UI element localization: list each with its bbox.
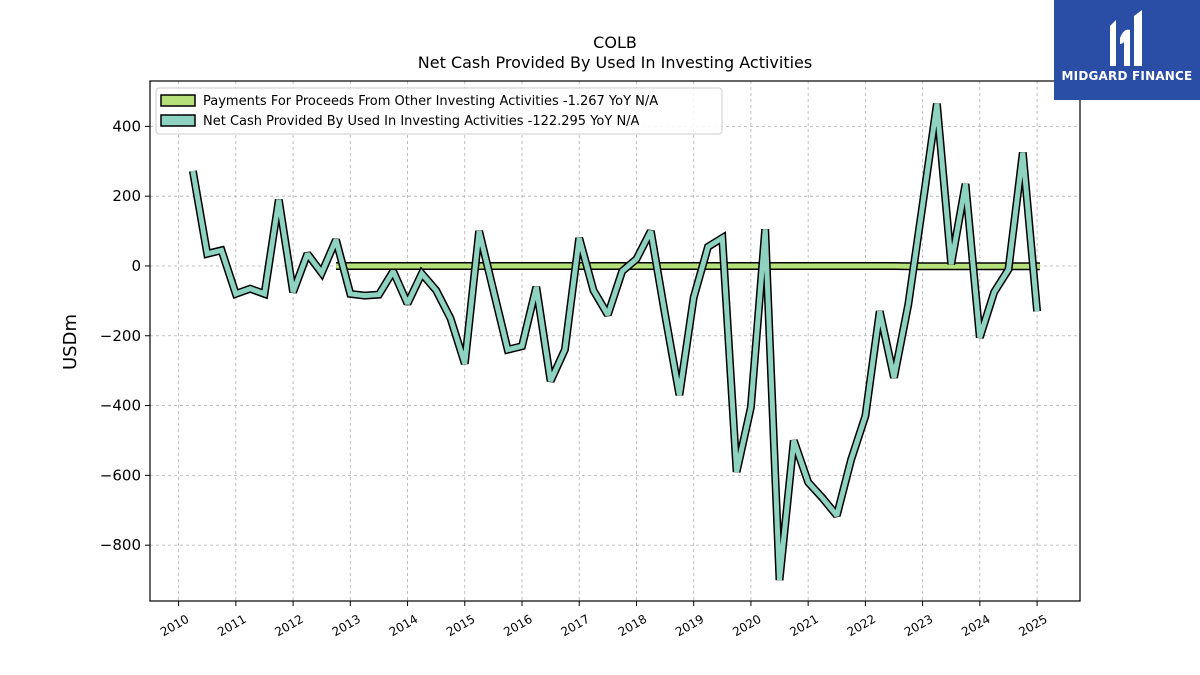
y-tick-label: −200 <box>100 327 141 345</box>
legend-label-payments: Payments For Proceeds From Other Investi… <box>203 94 658 109</box>
y-axis: 400 200 0 −200 −400 −600 −800 <box>100 117 150 554</box>
y-tick-label: 400 <box>112 117 141 135</box>
legend-swatch-net-cash <box>160 114 196 127</box>
brand-logo: MIDGARD FINANCE <box>1054 0 1200 100</box>
y-tick-label: −600 <box>100 466 141 484</box>
legend: Payments For Proceeds From Other Investi… <box>155 87 723 135</box>
y-tick-label: 200 <box>112 187 141 205</box>
x-tick-label: 2012 <box>272 612 305 639</box>
y-tick-label: −400 <box>100 397 141 415</box>
x-tick-label: 2023 <box>902 612 935 639</box>
series-line-net-cash <box>188 103 1042 581</box>
y-axis-label: USDm <box>60 314 81 370</box>
x-tick-label: 2013 <box>330 612 363 639</box>
logo-mark-icon <box>1110 10 1142 66</box>
x-tick-label: 2010 <box>158 612 191 639</box>
x-tick-label: 2014 <box>387 612 420 639</box>
x-axis: 2010 2011 2012 2013 2014 2015 2016 2017 2018 2019… <box>158 601 1050 639</box>
x-tick-label: 2021 <box>787 612 820 639</box>
series-layer <box>188 103 1042 581</box>
x-tick-label: 2015 <box>444 612 477 639</box>
series-fill-line <box>190 103 1040 581</box>
x-tick-label: 2016 <box>501 612 534 639</box>
chart-subtitle: Net Cash Provided By Used In Investing A… <box>418 53 812 72</box>
logo-text: MIDGARD FINANCE <box>1061 69 1193 83</box>
x-tick-label: 2020 <box>730 612 763 639</box>
x-tick-label: 2025 <box>1016 612 1049 639</box>
series-outline <box>188 103 1042 581</box>
legend-label-net-cash: Net Cash Provided By Used In Investing A… <box>203 114 640 129</box>
x-tick-label: 2018 <box>616 612 649 639</box>
x-tick-label: 2022 <box>845 612 878 639</box>
x-tick-label: 2017 <box>559 612 592 639</box>
x-tick-label: 2011 <box>215 612 248 639</box>
legend-swatch-payments <box>160 94 196 107</box>
chart-title: COLB <box>593 33 637 52</box>
y-tick-label: 0 <box>131 257 141 275</box>
x-tick-label: 2019 <box>673 612 706 639</box>
y-tick-label: −800 <box>100 536 141 554</box>
legend-box <box>155 87 723 135</box>
plot-frame <box>149 80 1081 602</box>
x-tick-label: 2024 <box>959 612 992 639</box>
